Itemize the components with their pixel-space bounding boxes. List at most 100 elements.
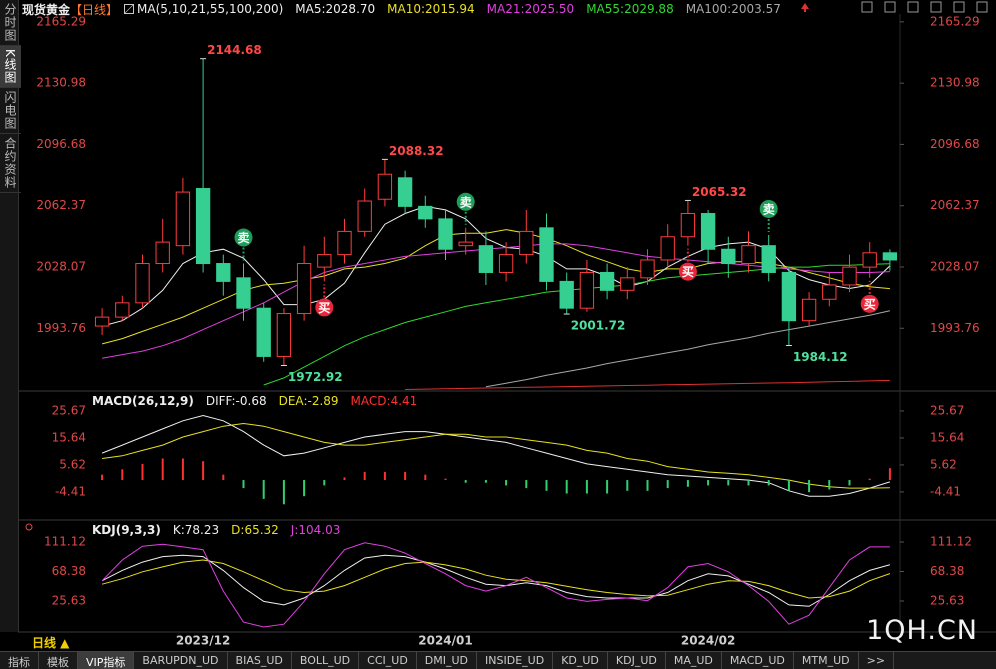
candle-body (539, 227, 554, 282)
histogram-bar (444, 478, 447, 481)
candle-body (357, 200, 372, 232)
candle-body (94, 316, 110, 327)
series-line (101, 554, 891, 607)
tab-bar: 指标 模板 VIP指标 BARUPDN_UD BIAS_UD BOLL_UD CCI_UD D… (0, 651, 996, 669)
signal-marker (315, 298, 334, 317)
indicator-tab[interactable]: VIP指标 (78, 652, 135, 669)
legend-name: MACD (351, 394, 391, 408)
sidebar-tab[interactable]: 合约资料 (0, 134, 21, 193)
legend-entry: D65.32 (231, 523, 279, 537)
series-line (102, 422, 890, 489)
indicator-tab[interactable]: CCI_UD (359, 652, 417, 669)
legend-entry: DIFF-0.68 (206, 394, 267, 408)
indicator-tab[interactable]: BARUPDN_UD (134, 652, 228, 669)
legend-name: MA10 (387, 2, 425, 16)
window-icon[interactable] (930, 1, 942, 13)
legend-value: 2015.94 (425, 2, 475, 16)
signal-label: 买 (864, 297, 876, 311)
legend-name: J (291, 523, 299, 537)
candle-body (418, 205, 433, 220)
histogram-bar (727, 480, 730, 486)
candle-body (155, 241, 170, 265)
candle-body (498, 254, 514, 273)
window-icon[interactable] (884, 1, 896, 13)
histogram-bar (747, 480, 750, 486)
histogram-bar (787, 480, 790, 491)
indicator-tab[interactable]: KD_UD (553, 652, 608, 669)
histogram-bar (282, 480, 285, 505)
sidebar-tab[interactable]: 闪电图 (0, 88, 21, 134)
legend-value: 2025.50 (524, 2, 575, 16)
window-icon[interactable] (861, 1, 873, 13)
y-tick-label: 15.64 (930, 430, 964, 444)
window-icon[interactable] (976, 1, 988, 13)
histogram-bar (565, 480, 568, 494)
legend-name: K (173, 523, 185, 537)
candle-body (761, 245, 776, 273)
panel-title: KDJ(9,3,3) (92, 523, 161, 537)
series-line (101, 559, 891, 599)
legend-value: 104.03 (298, 523, 341, 537)
low-label: 2001.72 (571, 319, 626, 333)
sidebar-tab[interactable]: K线图 (0, 46, 21, 88)
indicator-tab[interactable]: MTM_UD (794, 652, 859, 669)
indicator-tab[interactable]: MACD_UD (722, 652, 794, 669)
panel-subtitle: 【日线】 (70, 2, 119, 17)
histogram-bar (525, 480, 528, 489)
indicator-tab[interactable]: MA_UD (666, 652, 722, 669)
series-line (102, 243, 890, 359)
signal-marker (678, 262, 697, 281)
series-line (101, 229, 890, 345)
period-label[interactable]: 日线 ▲ (32, 636, 70, 650)
legend-value: 78.23 (184, 523, 220, 537)
legend-name: MA21 (487, 2, 525, 16)
x-tick-label: 2024/01 (418, 634, 472, 648)
histogram-bar (202, 461, 205, 481)
panel-title: 现货黄金 (22, 2, 71, 17)
series-line (101, 542, 890, 628)
y-tick-label: 5.62 (930, 457, 957, 471)
candle-body (741, 245, 756, 265)
indicator-tab[interactable]: BIAS_UD (228, 652, 292, 669)
indicator-tab[interactable]: BOLL_UD (292, 652, 360, 669)
candle-body (882, 252, 898, 261)
candle-body (721, 248, 736, 265)
y-tick-label: 68.38 (52, 564, 86, 578)
sidebar: 分时图 K线图 闪电图 合约资料 (0, 0, 21, 632)
y-tick-label: 25.67 (930, 403, 964, 417)
indicator-tab[interactable]: >> (859, 652, 895, 669)
histogram-bar (808, 480, 811, 493)
indicator-tab[interactable]: INSIDE_UD (477, 652, 554, 669)
window-icon[interactable] (907, 1, 919, 13)
histogram-bar (404, 471, 407, 481)
sidebar-tab[interactable]: 分时图 (0, 0, 21, 46)
legend-name: DEA (279, 394, 308, 408)
series-line (101, 205, 891, 327)
indicator-icon (124, 4, 135, 14)
up-icon[interactable] (801, 3, 809, 12)
signal-marker (759, 199, 778, 218)
indicator-tab[interactable]: 指标 (0, 652, 39, 669)
high-label: 2065.32 (692, 185, 747, 199)
candle-body (862, 252, 877, 268)
panel-header: 现货黄金【日线】 MA(5,10,21,55,100,200) MA52028.70… (22, 1, 781, 17)
indicator-tab[interactable]: KDJ_UD (608, 652, 666, 669)
histogram-bar (141, 463, 144, 481)
series-line (263, 263, 890, 386)
window-icon[interactable] (953, 1, 965, 13)
y-tick-label: 5.62 (59, 457, 86, 471)
candle-body (519, 230, 534, 256)
indicator-tab[interactable]: 模板 (39, 652, 78, 669)
candle-body (822, 284, 837, 300)
indicator-tab[interactable]: DMI_UD (417, 652, 478, 669)
histogram-bar (101, 474, 104, 481)
candle-body (599, 271, 615, 291)
y-tick-label: 2165.29 (930, 14, 980, 28)
settings-icon[interactable] (25, 523, 33, 531)
candle-body (296, 263, 312, 315)
candle-body (397, 177, 413, 207)
x-tick-label: 2024/02 (681, 634, 735, 648)
